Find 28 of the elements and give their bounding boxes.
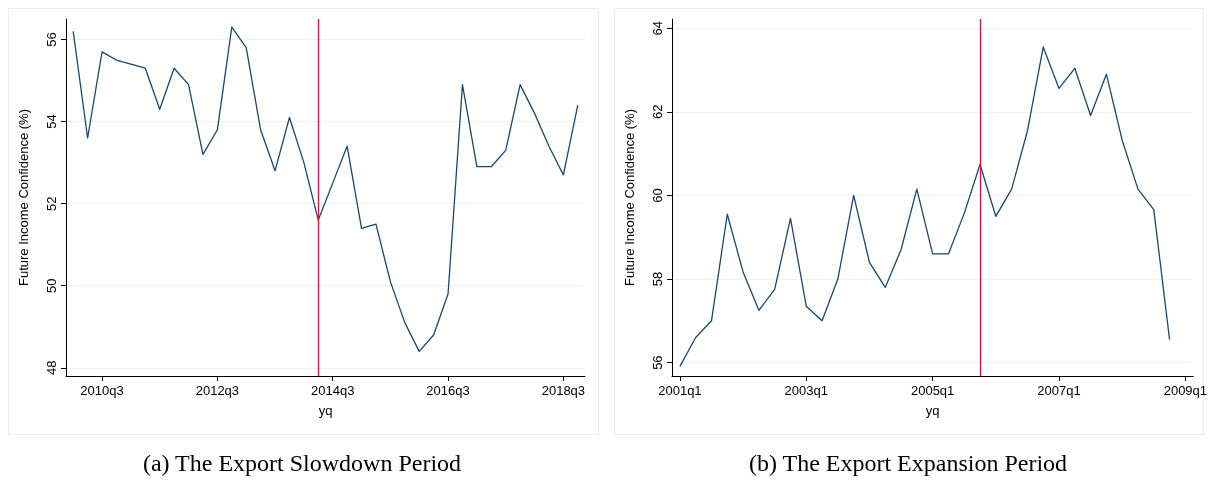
y-tick-label: 54	[44, 114, 59, 129]
x-tick-label: 2005q1	[910, 383, 955, 398]
y-tick-label: 52	[44, 196, 59, 211]
y-tick-label: 60	[650, 188, 665, 203]
y-tick-label: 58	[650, 271, 665, 287]
x-tick-label: 2016q3	[426, 383, 470, 398]
x-axis-title: yq	[925, 403, 940, 418]
y-tick-label: 50	[44, 278, 59, 293]
text: (b) The Export Expansion Period	[748, 450, 1068, 476]
x-tick-label: 2010q3	[80, 383, 124, 398]
x-tick-label: 2012q3	[195, 383, 240, 398]
x-tick-label: 2009q1	[1163, 383, 1208, 398]
line-series	[679, 46, 1171, 368]
text: (a) The Export Slowdown Period	[142, 450, 462, 476]
y-tick-label: 56	[650, 355, 665, 370]
x-tick-label: 2003q1	[784, 383, 828, 398]
line-series	[72, 26, 579, 353]
y-tick-label: 62	[650, 104, 665, 120]
y-tick-label: 48	[44, 360, 59, 376]
x-tick-label: 2018q3	[541, 383, 586, 398]
x-tick-label: 2014q3	[311, 383, 355, 398]
y-axis-title: Future Income Confidence (%)	[622, 108, 637, 287]
y-tick-label: 56	[44, 32, 59, 47]
x-tick-label: 2001q1	[658, 383, 702, 398]
x-axis-title: yq	[318, 403, 333, 418]
x-tick-label: 2007q1	[1037, 383, 1081, 398]
y-axis-title: Future Income Confidence (%)	[16, 108, 31, 287]
y-tick-label: 64	[650, 20, 665, 36]
